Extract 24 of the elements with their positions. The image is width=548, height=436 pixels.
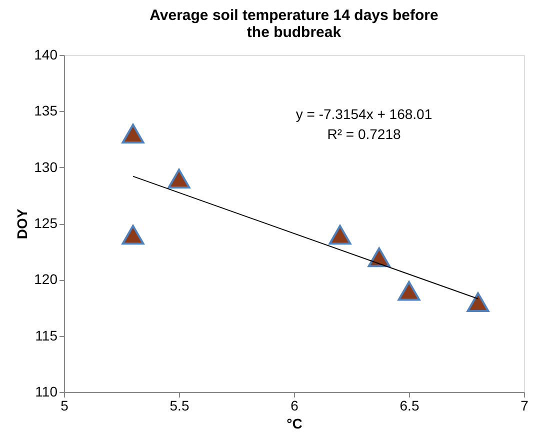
x-tick-label: 5.5 (170, 398, 190, 414)
point (398, 281, 420, 301)
point (328, 224, 352, 245)
y-tick-label: 130 (34, 158, 58, 175)
annotation: y = -7.3154x + 168.01 (296, 106, 432, 122)
x-axis-title: °C (286, 416, 302, 432)
point (122, 124, 144, 144)
point (122, 224, 144, 245)
point (168, 168, 190, 188)
point (466, 292, 490, 312)
y-axis-title: DOY (14, 208, 30, 240)
annotation: R² = 0.7218 (327, 126, 401, 142)
x-tick-label: 7 (520, 398, 529, 414)
x-tick-label: 6.5 (400, 398, 420, 414)
y-tick-label: 110 (35, 384, 58, 400)
chart-title: Average soil temperature 14 days before the budbreak (150, 7, 438, 41)
y-tick-label: 115 (35, 327, 58, 344)
x-tick-label: 6 (290, 398, 299, 414)
point (368, 247, 390, 268)
y-tick-label: 125 (34, 215, 58, 231)
x-tick-label: 5 (60, 398, 69, 414)
y-tick-label: 120 (34, 271, 58, 288)
y-tick-label: 140 (34, 46, 58, 62)
y-tick-label: 135 (34, 102, 58, 119)
